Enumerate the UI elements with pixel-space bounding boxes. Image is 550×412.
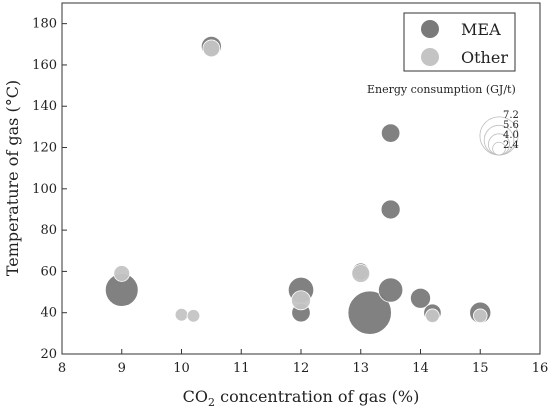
x-tick-label: 15 [472,361,489,376]
point-other [351,264,371,283]
x-axis: 8 9 10 11 12 13 14 15 16 [58,349,548,376]
x-tick-label: 9 [118,361,126,376]
x-tick-label: 10 [173,361,190,376]
x-axis-title: CO2 concentration of gas (%) [183,387,420,409]
point-other [202,39,221,58]
x-tick-label: 16 [532,361,549,376]
size-legend-label-1: 7.2 [503,110,519,121]
size-legend-rings [479,116,519,156]
size-legend-label-3: 4.0 [503,130,519,141]
x-axis-title-suffix: concentration of gas (%) [215,387,419,406]
point-mea [378,277,404,303]
size-legend-label-4: 2.4 [503,140,519,151]
x-tick-label: 12 [293,361,310,376]
y-axis: 20 40 60 80 100 120 140 160 180 [32,17,67,362]
x-tick-label: 14 [412,361,429,376]
x-tick-label: 13 [352,361,369,376]
point-other [425,308,440,324]
y-tick-label: 40 [40,306,57,321]
size-legend-ring [492,141,506,156]
size-legend: Energy consumption (GJ/t) 7.2 5.6 4.0 2.… [367,83,519,156]
y-tick-label: 160 [32,58,57,73]
y-tick-label: 20 [40,347,57,362]
point-mea [380,199,401,220]
x-axis-title-prefix: CO [183,387,208,406]
point-other [186,309,201,323]
x-tick-label: 11 [233,361,250,376]
legend: MEA Other [403,12,516,72]
point-mea [347,290,392,335]
y-tick-label: 120 [32,141,57,156]
point-other [472,308,488,324]
data-points [104,35,492,335]
legend-marker-other [421,48,439,66]
point-other [291,290,311,311]
y-tick-label: 80 [40,223,57,238]
y-tick-label: 100 [32,182,57,197]
y-axis-title: Temperature of gas (°C) [3,80,22,276]
size-legend-title: Energy consumption (GJ/t) [367,83,516,96]
legend-label-mea: MEA [461,20,501,39]
point-mea [380,123,401,143]
legend-marker-mea [421,20,439,38]
point-other [174,308,189,322]
x-tick-label: 8 [58,361,66,376]
size-legend-label-2: 5.6 [503,120,519,131]
point-other [113,265,131,282]
point-mea [410,287,431,309]
y-tick-label: 140 [32,99,57,114]
y-tick-label: 60 [40,264,57,279]
x-axis-title-subscript: 2 [208,396,215,409]
legend-label-other: Other [461,48,508,67]
y-tick-label: 180 [32,17,57,32]
